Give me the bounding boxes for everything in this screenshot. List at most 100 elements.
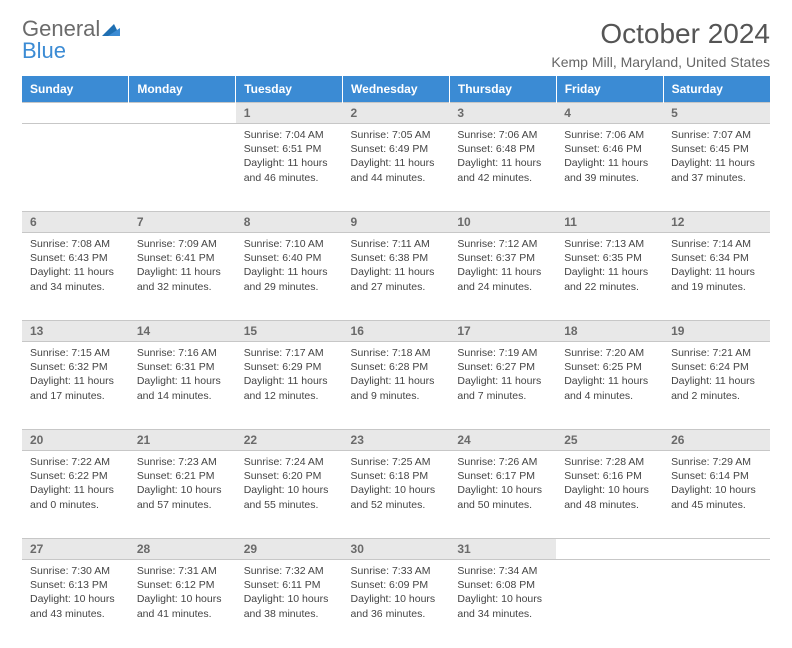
day-cell: Sunrise: 7:07 AMSunset: 6:45 PMDaylight:… (663, 124, 770, 212)
day-line: Sunset: 6:48 PM (457, 142, 548, 156)
day-cell: Sunrise: 7:23 AMSunset: 6:21 PMDaylight:… (129, 451, 236, 539)
day-line: Sunset: 6:14 PM (671, 469, 762, 483)
day-cell: Sunrise: 7:29 AMSunset: 6:14 PMDaylight:… (663, 451, 770, 539)
day-cell-content: Sunrise: 7:29 AMSunset: 6:14 PMDaylight:… (663, 451, 770, 518)
day-number: 28 (129, 539, 236, 560)
day-line: Sunset: 6:21 PM (137, 469, 228, 483)
day-line: Sunset: 6:27 PM (457, 360, 548, 374)
week-row: Sunrise: 7:22 AMSunset: 6:22 PMDaylight:… (22, 451, 770, 539)
day-line: and 42 minutes. (457, 171, 548, 185)
day-number: 24 (449, 430, 556, 451)
weekday-header: Sunday (22, 76, 129, 103)
day-line: Daylight: 11 hours (457, 265, 548, 279)
day-cell: Sunrise: 7:16 AMSunset: 6:31 PMDaylight:… (129, 342, 236, 430)
day-line: Sunset: 6:13 PM (30, 578, 121, 592)
day-line: Sunset: 6:34 PM (671, 251, 762, 265)
day-cell-content: Sunrise: 7:33 AMSunset: 6:09 PMDaylight:… (343, 560, 450, 627)
day-cell-content: Sunrise: 7:32 AMSunset: 6:11 PMDaylight:… (236, 560, 343, 627)
day-line: Daylight: 11 hours (30, 265, 121, 279)
day-line: Sunrise: 7:24 AM (244, 455, 335, 469)
day-line: Daylight: 10 hours (244, 592, 335, 606)
day-line: Sunset: 6:22 PM (30, 469, 121, 483)
day-cell-content: Sunrise: 7:34 AMSunset: 6:08 PMDaylight:… (449, 560, 556, 627)
day-line: Sunset: 6:46 PM (564, 142, 655, 156)
day-line: Sunrise: 7:07 AM (671, 128, 762, 142)
day-line: and 19 minutes. (671, 280, 762, 294)
day-line: Sunrise: 7:09 AM (137, 237, 228, 251)
day-cell: Sunrise: 7:34 AMSunset: 6:08 PMDaylight:… (449, 560, 556, 648)
day-line: Sunset: 6:43 PM (30, 251, 121, 265)
day-line: Sunrise: 7:30 AM (30, 564, 121, 578)
day-cell-content: Sunrise: 7:08 AMSunset: 6:43 PMDaylight:… (22, 233, 129, 300)
day-line: Sunset: 6:17 PM (457, 469, 548, 483)
day-line: Daylight: 11 hours (564, 374, 655, 388)
day-line: Sunset: 6:37 PM (457, 251, 548, 265)
day-line: and 38 minutes. (244, 607, 335, 621)
day-line: Sunset: 6:49 PM (351, 142, 442, 156)
day-cell-content: Sunrise: 7:07 AMSunset: 6:45 PMDaylight:… (663, 124, 770, 191)
day-line: and 7 minutes. (457, 389, 548, 403)
day-number: 3 (449, 103, 556, 124)
day-line: and 2 minutes. (671, 389, 762, 403)
day-line: Sunset: 6:12 PM (137, 578, 228, 592)
day-line: Sunset: 6:28 PM (351, 360, 442, 374)
day-cell: Sunrise: 7:22 AMSunset: 6:22 PMDaylight:… (22, 451, 129, 539)
daynum-row: 13141516171819 (22, 321, 770, 342)
day-line: Sunrise: 7:08 AM (30, 237, 121, 251)
day-line: and 46 minutes. (244, 171, 335, 185)
day-line: Sunrise: 7:29 AM (671, 455, 762, 469)
day-cell-content: Sunrise: 7:23 AMSunset: 6:21 PMDaylight:… (129, 451, 236, 518)
day-line: Daylight: 10 hours (457, 592, 548, 606)
day-cell-content: Sunrise: 7:11 AMSunset: 6:38 PMDaylight:… (343, 233, 450, 300)
daynum-row: 2728293031 (22, 539, 770, 560)
day-cell-content: Sunrise: 7:06 AMSunset: 6:48 PMDaylight:… (449, 124, 556, 191)
day-line: Sunset: 6:35 PM (564, 251, 655, 265)
day-cell-content: Sunrise: 7:19 AMSunset: 6:27 PMDaylight:… (449, 342, 556, 409)
day-cell-content: Sunrise: 7:25 AMSunset: 6:18 PMDaylight:… (343, 451, 450, 518)
daynum-row: 12345 (22, 103, 770, 124)
day-line: Sunset: 6:24 PM (671, 360, 762, 374)
day-number: 12 (663, 212, 770, 233)
day-cell-content: Sunrise: 7:09 AMSunset: 6:41 PMDaylight:… (129, 233, 236, 300)
day-number: 13 (22, 321, 129, 342)
day-number (22, 103, 129, 124)
day-number: 7 (129, 212, 236, 233)
day-line: Daylight: 11 hours (244, 374, 335, 388)
day-cell-content (129, 124, 236, 134)
day-cell-content: Sunrise: 7:26 AMSunset: 6:17 PMDaylight:… (449, 451, 556, 518)
day-line: Sunrise: 7:14 AM (671, 237, 762, 251)
day-line: Sunset: 6:31 PM (137, 360, 228, 374)
day-line: Sunrise: 7:17 AM (244, 346, 335, 360)
day-line: and 22 minutes. (564, 280, 655, 294)
day-cell: Sunrise: 7:31 AMSunset: 6:12 PMDaylight:… (129, 560, 236, 648)
day-line: Sunset: 6:38 PM (351, 251, 442, 265)
day-cell-content: Sunrise: 7:31 AMSunset: 6:12 PMDaylight:… (129, 560, 236, 627)
day-line: Sunrise: 7:25 AM (351, 455, 442, 469)
day-line: Sunrise: 7:13 AM (564, 237, 655, 251)
day-number: 19 (663, 321, 770, 342)
logo-mark-icon (102, 18, 120, 40)
day-cell: Sunrise: 7:04 AMSunset: 6:51 PMDaylight:… (236, 124, 343, 212)
day-line: Daylight: 11 hours (351, 265, 442, 279)
day-line: Daylight: 11 hours (137, 265, 228, 279)
day-line: and 12 minutes. (244, 389, 335, 403)
day-number: 4 (556, 103, 663, 124)
day-line: and 9 minutes. (351, 389, 442, 403)
day-cell: Sunrise: 7:13 AMSunset: 6:35 PMDaylight:… (556, 233, 663, 321)
day-cell: Sunrise: 7:14 AMSunset: 6:34 PMDaylight:… (663, 233, 770, 321)
day-number: 11 (556, 212, 663, 233)
day-number: 30 (343, 539, 450, 560)
weekday-header: Thursday (449, 76, 556, 103)
day-cell: Sunrise: 7:08 AMSunset: 6:43 PMDaylight:… (22, 233, 129, 321)
day-line: Daylight: 11 hours (137, 374, 228, 388)
day-line: and 4 minutes. (564, 389, 655, 403)
day-number: 18 (556, 321, 663, 342)
day-line: and 34 minutes. (30, 280, 121, 294)
day-line: Sunset: 6:18 PM (351, 469, 442, 483)
day-number: 6 (22, 212, 129, 233)
day-line: Daylight: 10 hours (30, 592, 121, 606)
location: Kemp Mill, Maryland, United States (551, 54, 770, 70)
day-cell: Sunrise: 7:09 AMSunset: 6:41 PMDaylight:… (129, 233, 236, 321)
day-number (556, 539, 663, 560)
day-line: Sunrise: 7:28 AM (564, 455, 655, 469)
